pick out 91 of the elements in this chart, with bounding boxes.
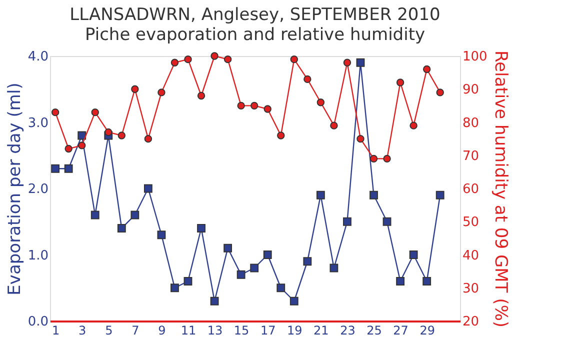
point	[210, 296, 219, 306]
point	[304, 75, 312, 84]
point	[250, 102, 258, 110]
x-tick-label: 7	[132, 324, 140, 338]
point	[330, 122, 338, 130]
point	[236, 270, 246, 279]
point	[422, 277, 432, 286]
point	[131, 85, 139, 93]
point	[330, 264, 338, 272]
y2-tick-label: 70	[462, 148, 480, 164]
x-tick-label: 1	[52, 324, 60, 338]
chart-subtitle: Piche evaporation and relative humidity	[84, 24, 426, 45]
point	[383, 154, 391, 163]
y2-tick-label: 80	[462, 116, 480, 131]
point	[343, 58, 352, 66]
x-tick-label: 3	[78, 324, 86, 338]
point	[356, 134, 364, 143]
y-tick-label: 3.0	[28, 116, 48, 131]
point	[144, 184, 152, 193]
point	[396, 277, 404, 286]
y2-axis-title: Relative humidity at 09 GMT (%)	[490, 50, 510, 328]
x-tick-label: 25	[366, 324, 382, 338]
y2-tick-label: 100	[462, 50, 488, 64]
y2-tick-label: 90	[462, 82, 480, 98]
point	[144, 134, 152, 143]
point	[104, 128, 112, 136]
point	[263, 250, 272, 259]
point	[51, 108, 60, 116]
point	[370, 190, 378, 200]
y2-tick-label: 50	[462, 215, 480, 230]
point	[170, 58, 179, 66]
point	[64, 164, 73, 173]
point	[290, 296, 298, 306]
x-tick-label: 23	[340, 324, 356, 338]
point	[51, 164, 60, 173]
point	[396, 78, 404, 86]
point	[210, 52, 218, 60]
point	[277, 132, 285, 140]
point	[184, 277, 192, 286]
x-tick-label: 19	[287, 324, 302, 338]
point	[343, 217, 352, 226]
point	[356, 58, 365, 67]
point	[184, 55, 192, 64]
point	[118, 132, 126, 140]
y-tick-label: 1.0	[28, 248, 48, 264]
point	[264, 105, 272, 113]
x-tick-label: 17	[260, 324, 276, 338]
point	[64, 144, 72, 153]
point	[436, 190, 444, 200]
y2-tick-label: 40	[462, 248, 480, 264]
point	[158, 88, 166, 96]
x-tick-label: 5	[105, 324, 113, 338]
y2-tick-label: 20	[462, 314, 480, 330]
point	[237, 102, 245, 110]
y-tick-label: 4.0	[28, 50, 48, 64]
point	[130, 210, 140, 220]
point	[197, 224, 206, 232]
point	[78, 142, 86, 150]
point	[117, 224, 126, 232]
point	[410, 122, 418, 130]
point	[436, 88, 444, 96]
point	[422, 65, 431, 74]
y2-tick-label: 30	[462, 281, 480, 296]
x-tick-label: 15	[234, 324, 250, 338]
point	[290, 55, 298, 64]
point	[91, 108, 99, 116]
point	[316, 190, 325, 200]
y-tick-label: 2.0	[28, 182, 48, 197]
point	[303, 257, 312, 266]
point	[90, 210, 100, 220]
y-axis-title: Evaporation per day (ml)	[4, 82, 25, 296]
point	[409, 250, 418, 259]
point	[197, 92, 206, 100]
point	[382, 217, 392, 226]
point	[370, 154, 378, 163]
x-tick-label: 21	[314, 324, 329, 338]
point	[224, 244, 232, 252]
point	[157, 230, 166, 240]
point	[316, 98, 325, 106]
point	[224, 55, 232, 64]
x-tick-label: 29	[420, 324, 435, 338]
point	[276, 284, 286, 292]
y2-tick-label: 60	[462, 182, 480, 197]
point	[250, 264, 259, 272]
x-tick-label: 27	[393, 324, 408, 338]
y-tick-label: 0.0	[28, 314, 48, 330]
x-tick-label: 13	[207, 324, 223, 338]
chart-title: LLANSADWRN, Anglesey, SEPTEMBER 2010	[70, 4, 440, 25]
x-tick-label: 11	[180, 324, 196, 338]
point	[170, 284, 179, 292]
x-tick-label: 9	[158, 324, 166, 338]
